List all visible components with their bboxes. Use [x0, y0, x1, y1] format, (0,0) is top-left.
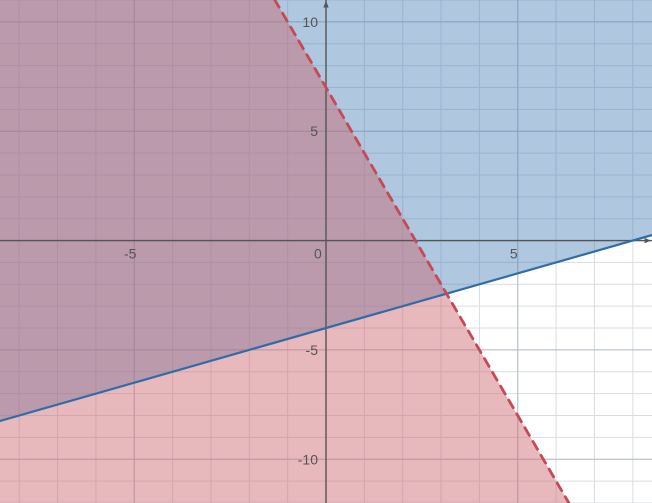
- y-tick-label: 10: [302, 14, 318, 30]
- inequality-graph: -5 0 5 -10 -5 5 10: [0, 0, 652, 503]
- x-tick-label: -5: [124, 246, 137, 262]
- y-tick-label: -5: [306, 342, 319, 358]
- x-tick-label: 5: [510, 246, 518, 262]
- x-tick-label: 0: [314, 246, 322, 262]
- y-tick-label: 5: [310, 123, 318, 139]
- y-tick-label: -10: [298, 451, 318, 467]
